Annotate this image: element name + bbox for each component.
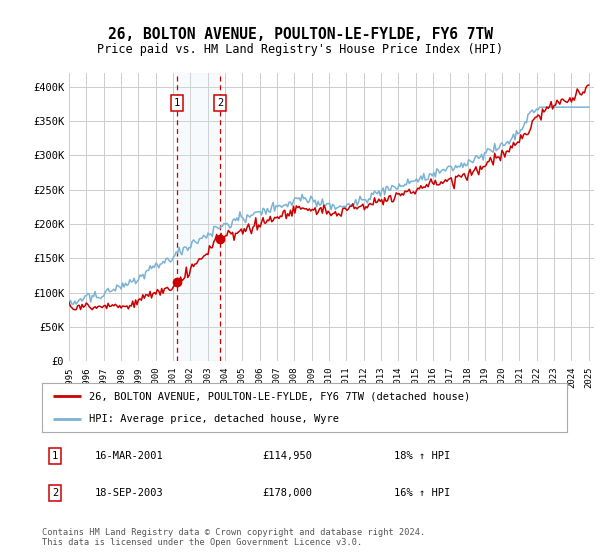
Text: £114,950: £114,950	[263, 451, 313, 461]
Text: 16% ↑ HPI: 16% ↑ HPI	[394, 488, 450, 498]
Text: £178,000: £178,000	[263, 488, 313, 498]
Text: 2: 2	[52, 488, 58, 498]
Text: 1: 1	[173, 98, 180, 108]
Bar	[176, 73, 220, 361]
Text: 26, BOLTON AVENUE, POULTON-LE-FYLDE, FY6 7TW (detached house): 26, BOLTON AVENUE, POULTON-LE-FYLDE, FY6…	[89, 391, 470, 402]
Text: Price paid vs. HM Land Registry's House Price Index (HPI): Price paid vs. HM Land Registry's House …	[97, 43, 503, 55]
Text: 2: 2	[217, 98, 223, 108]
Text: 16-MAR-2001: 16-MAR-2001	[95, 451, 163, 461]
Text: 26, BOLTON AVENUE, POULTON-LE-FYLDE, FY6 7TW: 26, BOLTON AVENUE, POULTON-LE-FYLDE, FY6…	[107, 27, 493, 42]
Text: 18% ↑ HPI: 18% ↑ HPI	[394, 451, 450, 461]
Text: HPI: Average price, detached house, Wyre: HPI: Average price, detached house, Wyre	[89, 414, 339, 424]
Text: 1: 1	[52, 451, 58, 461]
Text: Contains HM Land Registry data © Crown copyright and database right 2024.
This d: Contains HM Land Registry data © Crown c…	[42, 528, 425, 547]
Text: 18-SEP-2003: 18-SEP-2003	[95, 488, 163, 498]
